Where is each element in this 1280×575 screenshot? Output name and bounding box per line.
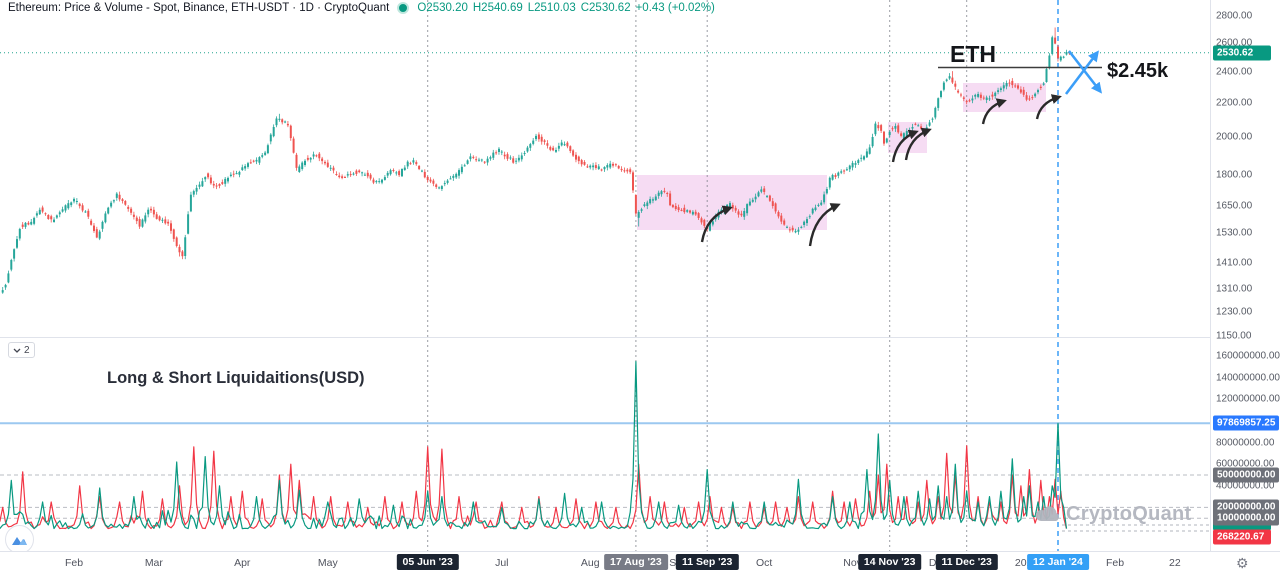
black-arrow [1035, 94, 1062, 120]
price-axis-tick: 1230.00 [1216, 306, 1253, 318]
price-axis-tick: 2000.00 [1216, 131, 1253, 143]
last-price-badge: 2530.62 [1213, 45, 1271, 61]
price-axis-tick: 2600.00 [1216, 37, 1253, 49]
candles [1, 27, 1071, 294]
black-arrow [904, 127, 932, 161]
price-axis-tick: 2800.00 [1216, 10, 1253, 22]
liq-level-badge: 50000000.00 [1213, 467, 1280, 483]
date-badge: 11 Sep '23 [675, 554, 739, 570]
price-axis-tick: 2200.00 [1216, 97, 1253, 109]
logo-button[interactable] [5, 525, 34, 554]
time-axis-label: 22 [1169, 557, 1181, 569]
liq-level-badge: 10000000.00 [1213, 510, 1280, 526]
price-axis-tick: 1310.00 [1216, 283, 1253, 295]
date-badge: 11 Dec '23 [935, 554, 998, 570]
open-value: O2530.20 [417, 2, 468, 14]
chart-legend: Ethereum: Price & Volume - Spot, Binance… [8, 2, 715, 14]
time-axis[interactable]: ⚙ FebMarAprMayJulAugSepOctNovDec2024Feb2… [0, 551, 1280, 575]
blue-arrow [1064, 50, 1099, 95]
time-axis-label: May [317, 557, 338, 569]
date-badge: 12 Jan '24 [1027, 554, 1089, 570]
pane-count-label: 2 [24, 344, 30, 356]
price-axis-tick: 1800.00 [1216, 169, 1253, 181]
watermark-text: CryptoQuant [1066, 503, 1192, 525]
chart-canvas[interactable] [0, 0, 1210, 575]
liq-axis-tick: 140000000.00 [1216, 372, 1280, 384]
highlight-box [637, 175, 827, 230]
time-axis-label: Mar [144, 557, 163, 569]
date-badge: 05 Jun '23 [396, 554, 459, 570]
short-last-value-badge: 268220.67 [1213, 529, 1271, 545]
status-dot [397, 2, 410, 14]
time-axis-label: Feb [64, 557, 84, 569]
ohlc-values: O2530.20 H2540.69 L2510.03 C2530.62 +0.4… [417, 2, 715, 14]
black-arrow [700, 205, 733, 243]
price-axis-tick: 1530.00 [1216, 227, 1253, 239]
time-axis-label: Apr [234, 557, 251, 569]
time-axis-label: Jul [495, 557, 509, 569]
price-axis-column[interactable]: 2530.62 97869857.25 377106.47 268220.67 … [1210, 0, 1280, 551]
liq-axis-tick: 160000000.00 [1216, 350, 1280, 362]
liq-axis-tick: 40000000.00 [1216, 480, 1275, 492]
price-target-annotation: $2.45k [1107, 60, 1169, 82]
liq-axis-tick: 80000000.00 [1216, 437, 1275, 449]
time-axis-label: Oct [756, 557, 773, 569]
price-axis-tick: 1650.00 [1216, 200, 1253, 212]
time-axis-label: Feb [1105, 557, 1125, 569]
liq-hline-badge: 97869857.25 [1213, 415, 1280, 431]
close-value: C2530.62 [580, 2, 631, 14]
date-badge: 14 Nov '23 [857, 554, 922, 570]
eth-annotation: ETH [950, 41, 996, 67]
liq-axis-tick: 60000000.00 [1216, 458, 1275, 470]
cryptoquant-cloud-icon [1035, 505, 1059, 521]
time-axis-label: Aug [580, 557, 600, 569]
price-axis-tick: 1410.00 [1216, 257, 1253, 269]
black-arrow [981, 98, 1007, 125]
blue-arrow [1067, 50, 1103, 94]
chevron-down-icon [13, 348, 21, 353]
pane-title: Long & Short Liquidaitions(USD) [107, 369, 365, 387]
price-axis-tick: 1150.00 [1216, 330, 1252, 342]
liq-axis-tick: 120000000.00 [1216, 393, 1280, 405]
time-axis-label: Nov [843, 557, 862, 569]
change-value: +0.43 (+0.02%) [635, 2, 715, 14]
long_liquidations-line [0, 361, 1068, 530]
date-badge: 17 Aug '23 [603, 554, 668, 570]
low-value: L2510.03 [527, 2, 576, 14]
black-arrow [808, 203, 841, 247]
pane-divider[interactable] [0, 337, 1280, 338]
watermark: CryptoQuant [1034, 503, 1192, 526]
pane-collapse-button[interactable]: 2 [8, 342, 35, 358]
high-value: H2540.69 [472, 2, 523, 14]
symbol-title[interactable]: Ethereum: Price & Volume - Spot, Binance… [8, 2, 390, 14]
settings-gear-icon[interactable]: ⚙ [1236, 555, 1249, 571]
price-axis-tick: 2400.00 [1216, 66, 1253, 78]
short_liquidations-line [0, 445, 1068, 530]
chart-logo-icon [12, 536, 27, 545]
black-arrow [891, 129, 919, 163]
